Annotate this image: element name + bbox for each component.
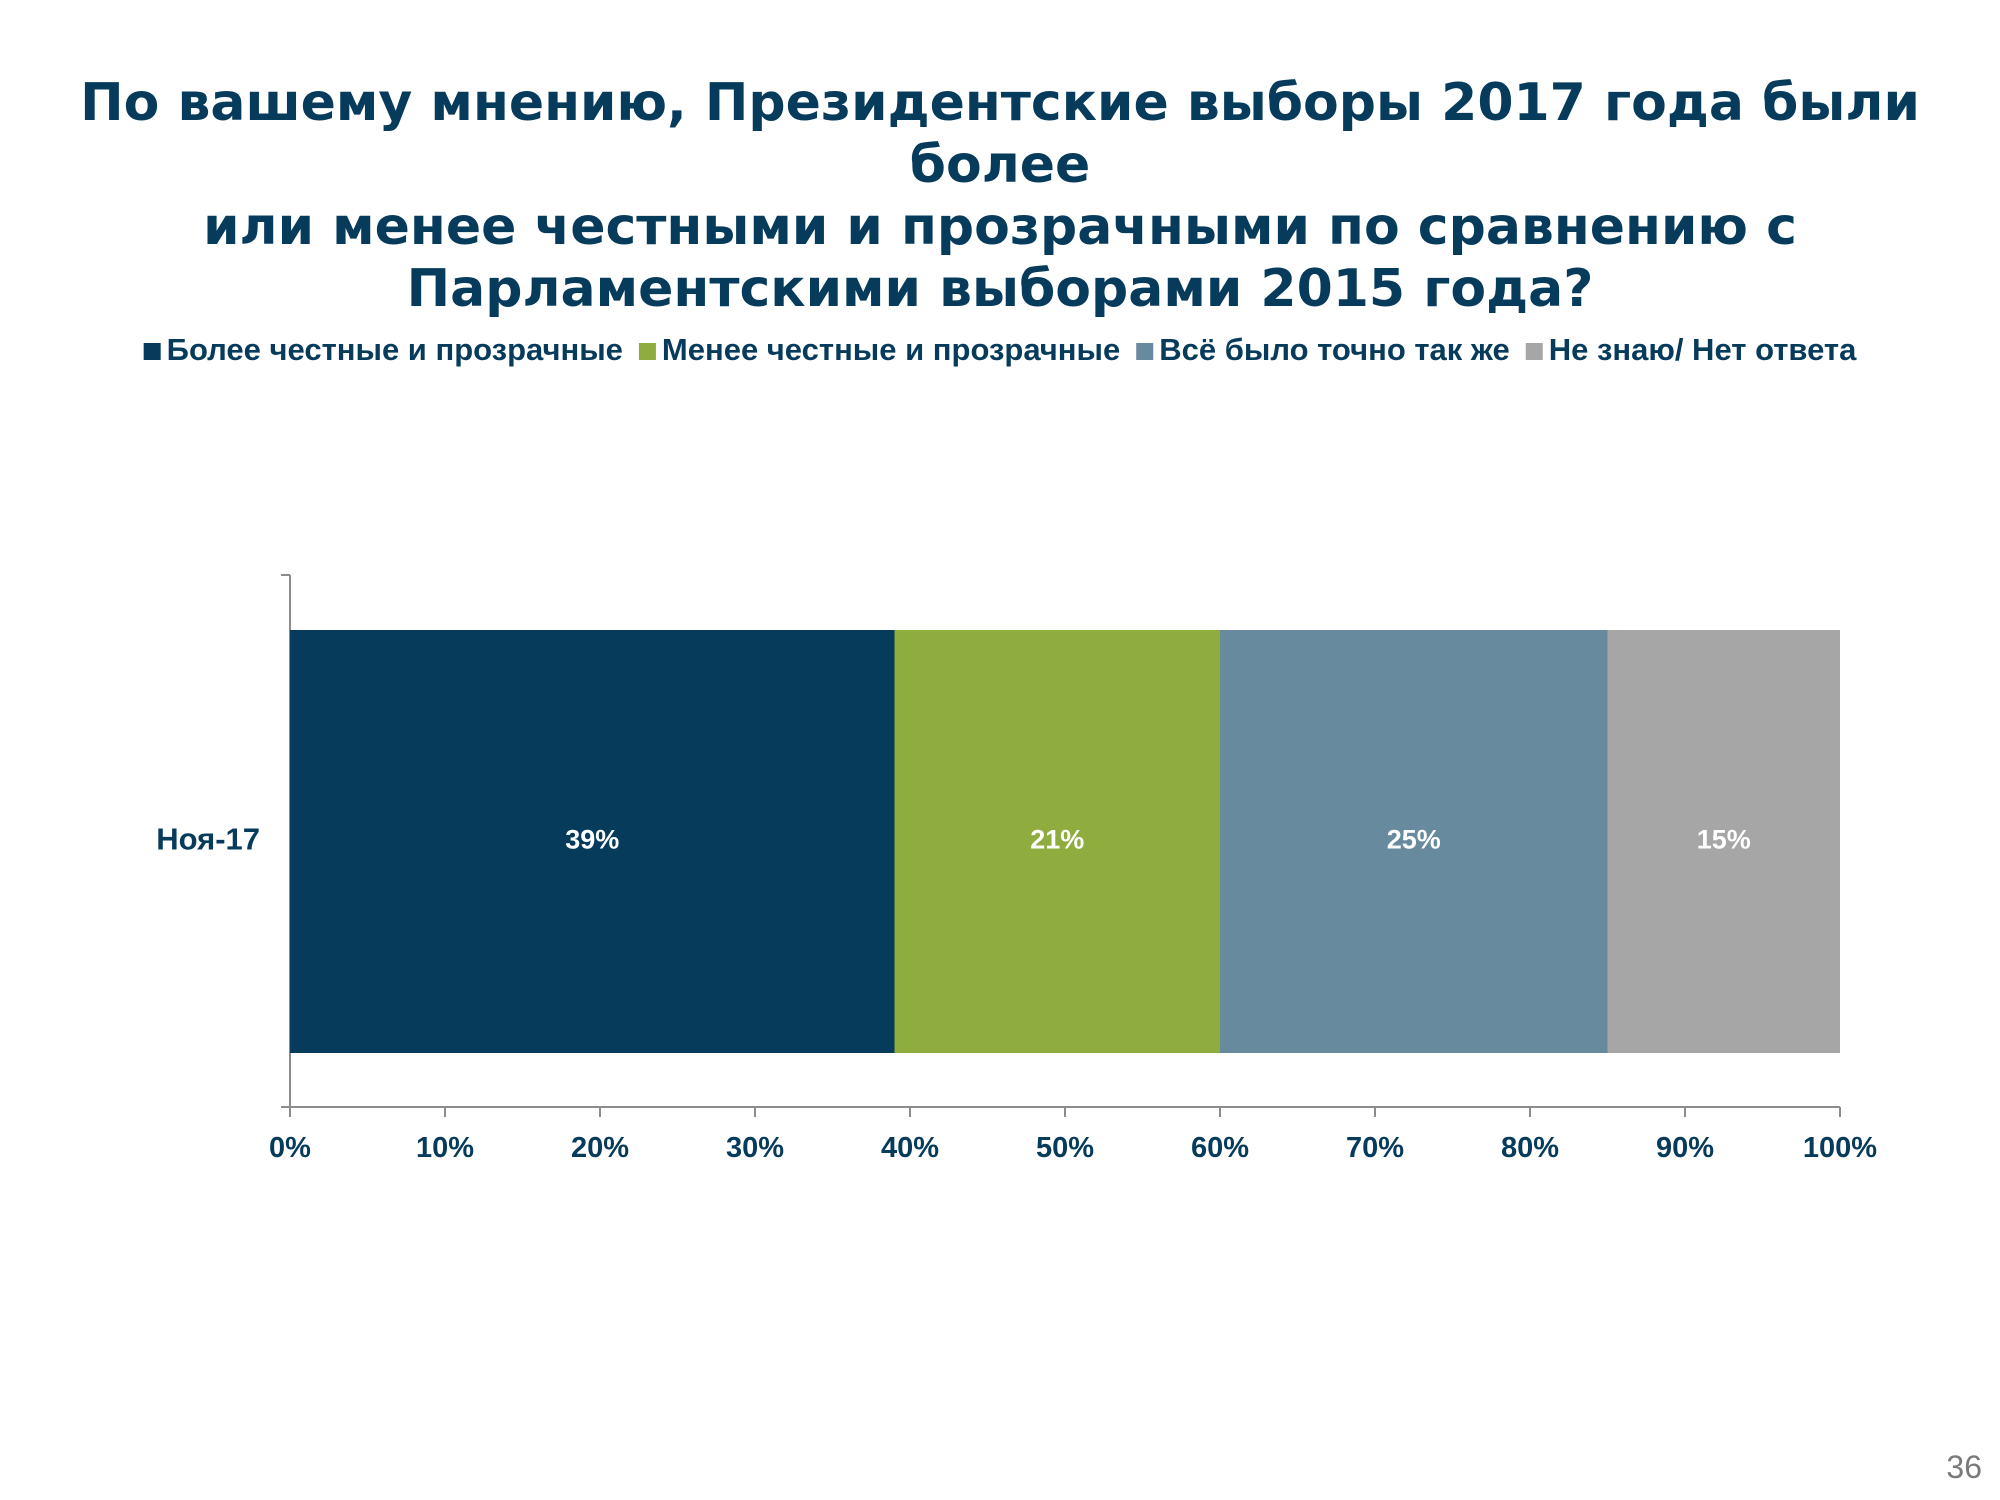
bar-segment <box>1220 630 1608 1053</box>
legend-label: Более честные и прозрачные <box>167 332 623 367</box>
x-tick-label: 70% <box>1346 1132 1404 1164</box>
x-tick-label: 50% <box>1036 1132 1094 1164</box>
x-tick-label: 20% <box>571 1132 629 1164</box>
legend-item: Более честные и прозрачные <box>143 332 623 367</box>
title-line: или менее честными и прозрачными по срав… <box>203 197 1797 257</box>
data-label: 25% <box>1387 825 1441 855</box>
x-tick-label: 0% <box>269 1132 311 1164</box>
x-tick-label: 90% <box>1656 1132 1714 1164</box>
title-line: По вашему мнению, Президентские выборы 2… <box>80 73 1920 195</box>
x-tick-label: 80% <box>1501 1132 1559 1164</box>
chart-bars: 39% 21% 25% 15% <box>290 630 1840 1053</box>
page-title: По вашему мнению, Президентские выборы 2… <box>60 72 1940 320</box>
title-line: Парламентскими выборами 2015 года? <box>406 259 1594 319</box>
category-label: Ноя-17 <box>156 822 260 857</box>
bar-segment <box>1607 630 1840 1053</box>
legend-swatch <box>143 343 161 360</box>
data-label: 39% <box>565 825 619 855</box>
x-tick-label: 10% <box>416 1132 474 1164</box>
chart-legend: Более честные и прозрачные Менее честные … <box>143 332 1857 367</box>
bar-segment <box>894 630 1220 1053</box>
legend-swatch <box>1136 343 1154 360</box>
x-tick-label: 30% <box>726 1132 784 1164</box>
legend-swatch <box>1525 343 1543 360</box>
x-tick-label: 100% <box>1803 1132 1877 1164</box>
legend-swatch <box>638 343 656 360</box>
legend-label: Всё было точно так же <box>1159 332 1510 367</box>
bar-segment <box>290 630 895 1053</box>
legend-item: Менее честные и прозрачные <box>638 332 1120 367</box>
data-label: 21% <box>1030 825 1084 855</box>
legend-label: Менее честные и прозрачные <box>662 332 1120 367</box>
slide-number: 36 <box>1946 1449 1982 1485</box>
legend-item: Всё было точно так же <box>1136 332 1510 367</box>
x-axis-ticks: 0% 10% 20% 30% 40% 50% 60% 70% 80% 90% 100% <box>269 1107 1877 1164</box>
data-label: 15% <box>1697 825 1751 855</box>
legend-item: Не знаю/ Нет ответа <box>1525 332 1857 367</box>
legend-label: Не знаю/ Нет ответа <box>1549 332 1857 367</box>
x-tick-label: 40% <box>881 1132 939 1164</box>
x-tick-label: 60% <box>1191 1132 1249 1164</box>
